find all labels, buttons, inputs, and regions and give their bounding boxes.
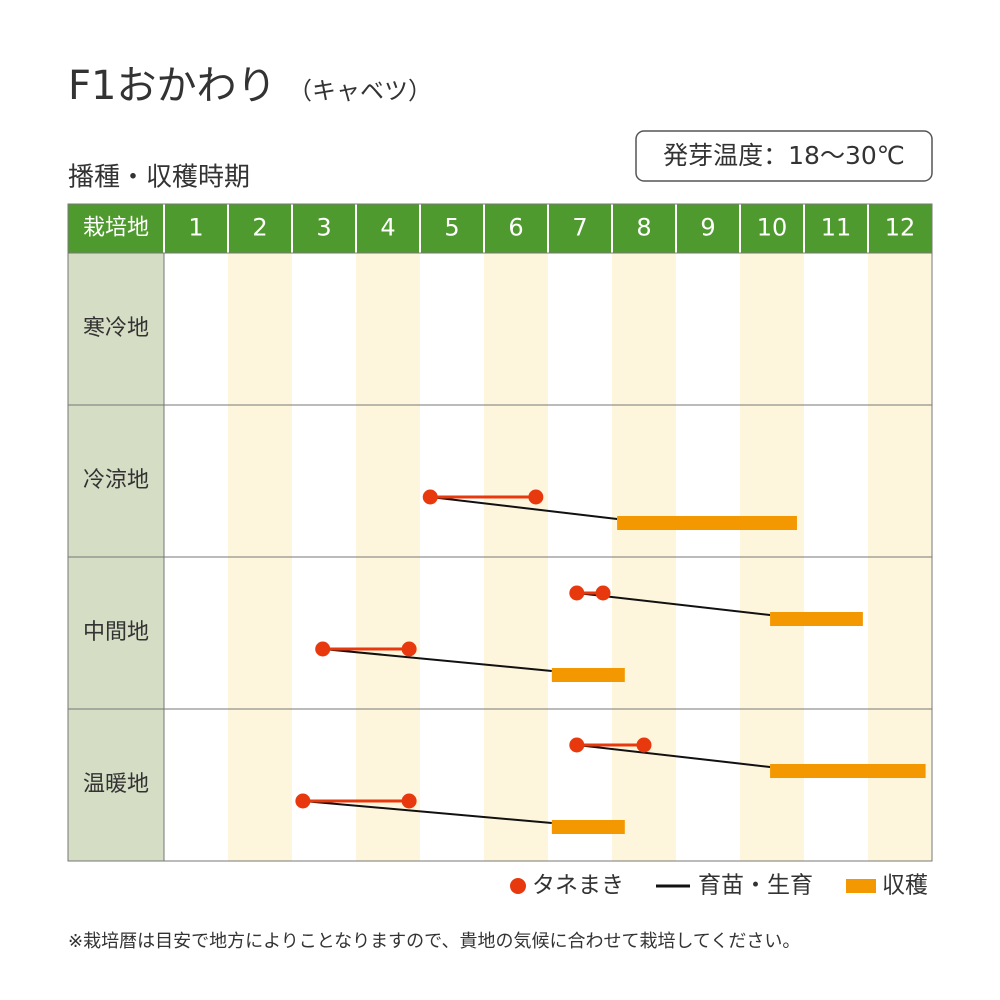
- harvest-bar: [551, 820, 625, 834]
- month-label: 8: [636, 214, 651, 242]
- legend-label: 育苗・生育: [698, 873, 813, 899]
- month-label: 6: [508, 214, 523, 242]
- month-label: 3: [316, 214, 331, 242]
- grid-frame: [67, 203, 933, 862]
- month-label: 11: [821, 214, 852, 242]
- temperature-note: 発芽温度：18～30℃: [663, 141, 905, 170]
- growth-line: [576, 744, 771, 768]
- month-label: 5: [444, 214, 459, 242]
- growth-line: [302, 800, 552, 824]
- sowing-dot: [401, 793, 417, 809]
- sowing-dot: [569, 737, 585, 753]
- section-title: 播種・収穫時期: [68, 163, 250, 193]
- sowing-dot: [569, 585, 585, 601]
- chart-subtitle: （キャベツ）: [288, 77, 432, 105]
- legend-dot: [510, 878, 526, 894]
- sowing-dot: [401, 641, 417, 657]
- month-label: 2: [252, 214, 267, 242]
- month-label: 12: [885, 214, 916, 242]
- legend-label: 収穫: [882, 873, 928, 899]
- month-label: 4: [380, 214, 395, 242]
- sowing-dot: [528, 489, 544, 505]
- month-label: 1: [188, 214, 203, 242]
- region-label: 寒冷地: [83, 316, 149, 341]
- harvest-bar: [770, 764, 926, 778]
- sowing-dot: [422, 489, 438, 505]
- chart-title: F1おかわり: [68, 63, 276, 109]
- header-bg: [68, 204, 932, 253]
- growth-line: [322, 648, 552, 672]
- sowing-dot: [295, 793, 311, 809]
- sowing-dot: [595, 585, 611, 601]
- region-label: 中間地: [83, 620, 149, 645]
- sowing-dot: [636, 737, 652, 753]
- temperature-box: [635, 130, 933, 182]
- growth-line: [430, 496, 618, 520]
- month-label: 7: [572, 214, 587, 242]
- harvest-bar: [617, 516, 797, 530]
- harvest-bar: [551, 668, 625, 682]
- month-label: 10: [757, 214, 788, 242]
- row-header-label: 栽培地: [83, 216, 149, 241]
- legend-label: タネまき: [532, 873, 624, 899]
- legend-bar: [846, 879, 876, 893]
- month-label: 9: [700, 214, 715, 242]
- region-label: 温暖地: [83, 772, 149, 797]
- sowing-dot: [315, 641, 331, 657]
- region-label: 冷涼地: [83, 468, 149, 493]
- harvest-bar: [770, 612, 863, 626]
- footnote: ※栽培暦は目安で地方によりことなりますので、貴地の気候に合わせて栽培してください…: [68, 931, 800, 952]
